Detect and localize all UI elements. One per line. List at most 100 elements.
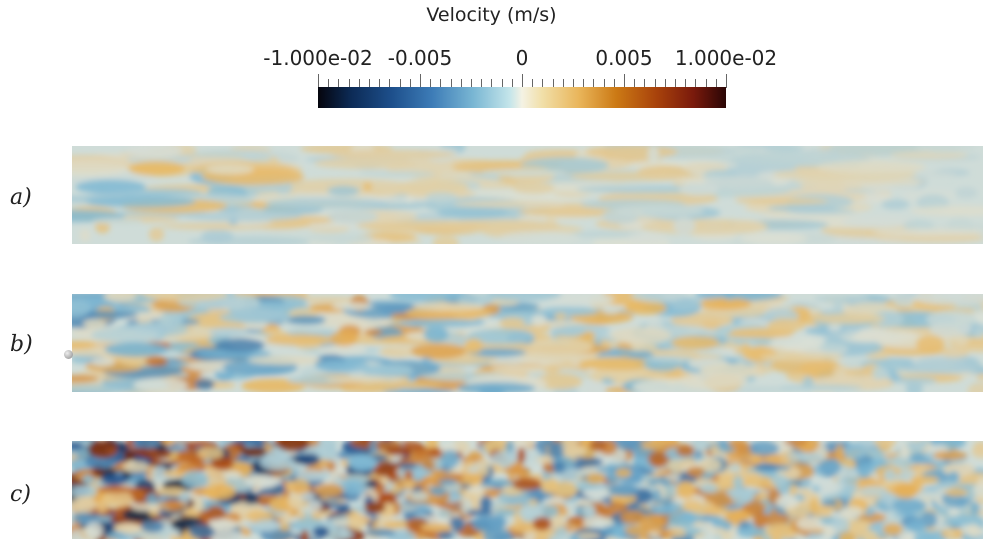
velocity-blob bbox=[469, 486, 484, 493]
velocity-blob bbox=[551, 481, 579, 497]
velocity-blob bbox=[467, 328, 535, 345]
colorbar-tick bbox=[624, 74, 625, 88]
velocity-blob bbox=[916, 356, 966, 366]
colorbar-tick bbox=[379, 79, 381, 88]
velocity-blob bbox=[543, 363, 561, 374]
velocity-blob bbox=[955, 187, 978, 199]
velocity-blob bbox=[873, 441, 897, 448]
velocity-blob bbox=[728, 525, 738, 537]
colorbar-tick bbox=[695, 79, 697, 88]
velocity-blob bbox=[610, 327, 672, 345]
tick-label-neg-half: -0.005 bbox=[387, 46, 453, 70]
velocity-blob bbox=[365, 480, 379, 489]
velocity-blob bbox=[561, 441, 580, 447]
velocity-blob bbox=[883, 468, 896, 481]
velocity-blob bbox=[841, 214, 915, 229]
velocity-blob bbox=[253, 519, 282, 532]
velocity-blob bbox=[640, 218, 769, 235]
velocity-blob bbox=[676, 445, 695, 457]
tick-label-max: 1.000e-02 bbox=[674, 46, 778, 70]
velocity-blob bbox=[691, 441, 709, 452]
tick-label-pos-half: 0.005 bbox=[595, 46, 653, 70]
velocity-blob bbox=[872, 366, 885, 380]
velocity-blob bbox=[612, 526, 625, 539]
velocity-blob bbox=[159, 313, 184, 327]
velocity-blob bbox=[540, 478, 559, 494]
velocity-blob bbox=[915, 146, 976, 153]
velocity-blob bbox=[771, 529, 782, 539]
velocity-blob bbox=[723, 294, 736, 300]
velocity-blob bbox=[641, 475, 652, 482]
velocity-blob bbox=[560, 361, 575, 369]
colorbar bbox=[318, 87, 726, 108]
velocity-blob bbox=[264, 334, 334, 346]
colorbar-tick bbox=[644, 79, 646, 88]
velocity-blob bbox=[531, 314, 547, 327]
velocity-blob bbox=[544, 496, 565, 506]
velocity-blob bbox=[800, 179, 849, 194]
velocity-blob bbox=[667, 512, 697, 527]
velocity-blob bbox=[827, 323, 842, 332]
velocity-blob bbox=[432, 235, 460, 244]
velocity-blob bbox=[197, 447, 224, 460]
velocity-blob bbox=[437, 531, 454, 539]
velocity-blob bbox=[317, 471, 332, 479]
colorbar-tick bbox=[634, 79, 636, 88]
velocity-blob bbox=[893, 483, 918, 499]
velocity-blob bbox=[202, 467, 230, 486]
colorbar-tick bbox=[358, 79, 360, 88]
velocity-blob bbox=[757, 491, 768, 500]
velocity-blob bbox=[742, 500, 766, 516]
colorbar-tick bbox=[664, 79, 666, 88]
velocity-blob bbox=[526, 338, 593, 356]
velocity-blob bbox=[358, 171, 436, 178]
colorbar-tick bbox=[685, 79, 687, 88]
velocity-blob bbox=[448, 516, 465, 532]
velocity-blob bbox=[647, 146, 659, 163]
velocity-blob bbox=[157, 501, 188, 508]
velocity-blob bbox=[83, 318, 107, 329]
velocity-blob bbox=[740, 232, 808, 244]
velocity-blob bbox=[896, 532, 920, 539]
velocity-blob bbox=[481, 169, 567, 177]
velocity-blob bbox=[760, 352, 844, 362]
colorbar-ticks bbox=[318, 74, 727, 88]
velocity-blob bbox=[510, 460, 524, 476]
velocity-blob bbox=[819, 458, 842, 476]
velocity-blob bbox=[585, 472, 606, 484]
velocity-blob bbox=[763, 146, 804, 152]
velocity-blob bbox=[565, 501, 578, 513]
velocity-blob bbox=[730, 488, 753, 505]
velocity-blob bbox=[86, 195, 196, 208]
velocity-blob bbox=[385, 447, 411, 456]
velocity-blob bbox=[209, 530, 245, 539]
velocity-blob bbox=[969, 501, 980, 516]
velocity-blob bbox=[536, 455, 556, 464]
velocity-blob bbox=[148, 227, 165, 242]
velocity-blob bbox=[391, 381, 442, 389]
velocity-blob bbox=[614, 204, 705, 218]
velocity-blob bbox=[245, 509, 275, 523]
velocity-blob bbox=[682, 499, 703, 511]
velocity-blob bbox=[241, 378, 306, 392]
velocity-blob bbox=[466, 509, 494, 516]
velocity-blob bbox=[732, 475, 744, 489]
velocity-blob bbox=[381, 520, 414, 529]
panel-label-b: b) bbox=[10, 332, 33, 357]
velocity-blob bbox=[456, 382, 536, 392]
colorbar-tick bbox=[389, 79, 391, 88]
velocity-blob bbox=[745, 475, 774, 489]
velocity-blob bbox=[767, 318, 806, 332]
velocity-blob bbox=[696, 297, 752, 310]
velocity-blob bbox=[639, 514, 666, 532]
velocity-blob bbox=[286, 315, 326, 325]
velocity-blob bbox=[338, 479, 367, 497]
velocity-blob bbox=[319, 315, 368, 328]
velocity-blob bbox=[569, 230, 643, 239]
velocity-blob bbox=[976, 373, 983, 380]
velocity-blob bbox=[872, 310, 904, 328]
velocity-blob bbox=[452, 512, 461, 519]
tick-label-min: -1.000e-02 bbox=[263, 46, 373, 70]
velocity-blob bbox=[315, 360, 370, 372]
velocity-blob bbox=[98, 485, 131, 493]
